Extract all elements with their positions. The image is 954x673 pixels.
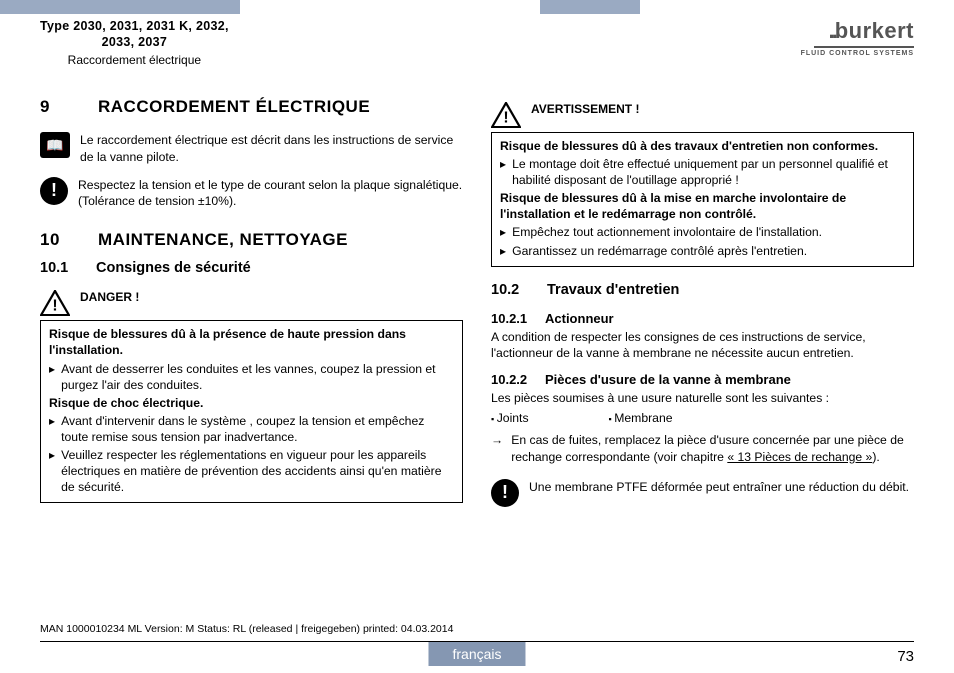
warning-bullet-1: ▸Le montage doit être effectué uniquemen… bbox=[500, 156, 905, 188]
warning-triangle-icon: ! bbox=[491, 102, 521, 128]
types-line2: 2033, 2037 bbox=[40, 34, 229, 50]
note-exclaim-text: Respectez la tension et le type de coura… bbox=[78, 177, 463, 209]
header-subtitle: Raccordement électrique bbox=[40, 53, 229, 69]
page-header: Type 2030, 2031, 2031 K, 2032, 2033, 203… bbox=[40, 18, 914, 78]
page-footer: MAN 1000010234 ML Version: M Status: RL … bbox=[40, 641, 914, 665]
warning-box: Risque de blessures dû à des travaux d'e… bbox=[491, 132, 914, 267]
warning-heading-1: Risque de blessures dû à des travaux d'e… bbox=[500, 138, 905, 154]
warning-header: ! AVERTISSEMENT ! bbox=[491, 96, 914, 128]
ptfe-note-row: ! Une membrane PTFE déformée peut entraî… bbox=[491, 473, 914, 513]
ptfe-exclaim-icon: ! bbox=[491, 479, 519, 507]
decor-bar-left bbox=[0, 0, 240, 14]
section-10-heading: 10 MAINTENANCE, NETTOYAGE bbox=[40, 229, 463, 251]
section-10-2-1-heading: 10.2.1 Actionneur bbox=[491, 310, 914, 327]
warning-bullet-2: ▸Empêchez tout actionnement involontaire… bbox=[500, 224, 905, 240]
note-book-text: Le raccordement électrique est décrit da… bbox=[80, 132, 463, 164]
section-10-2-heading: 10.2 Travaux d'entretien bbox=[491, 281, 914, 300]
danger-heading-2: Risque de choc électrique. bbox=[49, 395, 454, 411]
section-10-2-number: 10.2 bbox=[491, 281, 529, 300]
header-left: Type 2030, 2031, 2031 K, 2032, 2033, 203… bbox=[40, 18, 229, 78]
svg-text:!: ! bbox=[52, 298, 57, 315]
section-10-title: MAINTENANCE, NETTOYAGE bbox=[98, 229, 348, 251]
wear-intro: Les pièces soumises à une usure naturell… bbox=[491, 390, 914, 406]
danger-bullet-2: ▸Avant d'intervenir dans le système , co… bbox=[49, 413, 454, 445]
replacement-note: → En cas de fuites, remplacez la pièce d… bbox=[491, 432, 914, 464]
danger-bullet-1: ▸Avant de desserrer les conduites et les… bbox=[49, 361, 454, 393]
section-9-heading: 9 RACCORDEMENT ÉLECTRIQUE bbox=[40, 96, 463, 118]
wear-list: Joints Membrane bbox=[491, 410, 914, 426]
brand-logo: ..burkert FLUID CONTROL SYSTEMS bbox=[801, 18, 914, 78]
wear-item-1: Joints bbox=[491, 410, 529, 426]
right-column: ! AVERTISSEMENT ! Risque de blessures dû… bbox=[491, 96, 914, 623]
section-10-2-title: Travaux d'entretien bbox=[547, 281, 679, 300]
section-10-2-2-heading: 10.2.2 Pièces d'usure de la vanne à memb… bbox=[491, 371, 914, 388]
section-9-title: RACCORDEMENT ÉLECTRIQUE bbox=[98, 96, 370, 118]
danger-triangle-icon: ! bbox=[40, 290, 70, 316]
section-10-number: 10 bbox=[40, 229, 70, 251]
section-10-2-2-title: Pièces d'usure de la vanne à membrane bbox=[545, 371, 791, 388]
exclaim-icon: ! bbox=[40, 177, 68, 205]
section-10-1-number: 10.1 bbox=[40, 259, 78, 278]
content: 9 RACCORDEMENT ÉLECTRIQUE 📖 Le raccordem… bbox=[40, 96, 914, 623]
warning-heading-2: Risque de blessures dû à la mise en marc… bbox=[500, 190, 905, 222]
types-line1: Type 2030, 2031, 2031 K, 2032, bbox=[40, 18, 229, 34]
page-number: 73 bbox=[897, 642, 914, 665]
ptfe-note-text: Une membrane PTFE déformée peut entraîne… bbox=[529, 479, 909, 495]
spare-parts-link[interactable]: « 13 Pièces de rechange » bbox=[727, 450, 872, 464]
brand-name: ..burkert bbox=[801, 18, 914, 44]
danger-bullet-3: ▸Veuillez respecter les réglementations … bbox=[49, 447, 454, 495]
section-10-2-1-title: Actionneur bbox=[545, 310, 614, 327]
section-10-1-heading: 10.1 Consignes de sécurité bbox=[40, 259, 463, 278]
note-book-row: 📖 Le raccordement électrique est décrit … bbox=[40, 126, 463, 170]
footer-meta: MAN 1000010234 ML Version: M Status: RL … bbox=[40, 623, 453, 635]
language-badge: français bbox=[428, 642, 525, 666]
arrow-text-post: ). bbox=[872, 450, 879, 464]
wear-item-2: Membrane bbox=[609, 410, 673, 426]
arrow-icon: → bbox=[491, 432, 503, 464]
danger-box: Risque de blessures dû à la présence de … bbox=[40, 320, 463, 503]
section-10-2-1-body: A condition de respecter les consignes d… bbox=[491, 329, 914, 361]
section-9-number: 9 bbox=[40, 96, 70, 118]
section-10-1-title: Consignes de sécurité bbox=[96, 259, 251, 278]
brand-tagline: FLUID CONTROL SYSTEMS bbox=[801, 50, 914, 57]
warning-label: AVERTISSEMENT ! bbox=[531, 102, 639, 118]
svg-text:!: ! bbox=[503, 109, 508, 126]
left-column: 9 RACCORDEMENT ÉLECTRIQUE 📖 Le raccordem… bbox=[40, 96, 463, 623]
section-10-2-1-number: 10.2.1 bbox=[491, 310, 535, 327]
danger-heading-1: Risque de blessures dû à la présence de … bbox=[49, 326, 454, 358]
decor-bar-right bbox=[540, 0, 640, 14]
section-10-2-2-number: 10.2.2 bbox=[491, 371, 535, 388]
danger-label: DANGER ! bbox=[80, 290, 139, 306]
note-exclaim-row: ! Respectez la tension et le type de cou… bbox=[40, 171, 463, 215]
book-icon: 📖 bbox=[40, 132, 70, 158]
warning-bullet-3: ▸Garantissez un redémarrage contrôlé apr… bbox=[500, 243, 905, 259]
danger-header: ! DANGER ! bbox=[40, 284, 463, 316]
